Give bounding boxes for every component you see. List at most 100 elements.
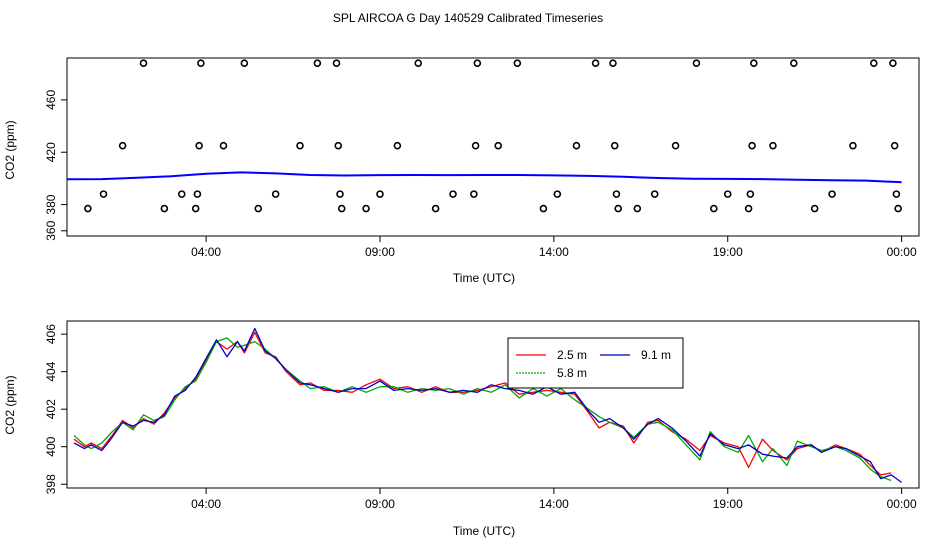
- x-tick-label: 19:00: [713, 245, 743, 259]
- data-point: [84, 204, 92, 213]
- data-point: [591, 59, 600, 68]
- data-point: [612, 190, 621, 198]
- x-tick-label: 04:00: [191, 245, 221, 259]
- data-point: [790, 59, 798, 68]
- data-point: [744, 204, 753, 213]
- data-point: [160, 204, 169, 213]
- y-tick-label: 360: [44, 220, 58, 240]
- x-tick-label: 00:00: [887, 497, 917, 511]
- data-point: [494, 141, 503, 150]
- data-point: [313, 59, 322, 68]
- y-tick-label: 460: [44, 90, 58, 110]
- y-tick-label: 380: [44, 194, 58, 214]
- data-point: [610, 141, 619, 150]
- data-point: [692, 59, 701, 68]
- data-point: [750, 59, 758, 68]
- data-point: [890, 141, 899, 150]
- x-tick-label: 04:00: [191, 497, 221, 511]
- y-tick-label: 400: [44, 436, 58, 456]
- data-point: [892, 190, 901, 198]
- top-x-axis-label: Time (UTC): [453, 271, 515, 285]
- top-y-axis-label: CO2 (ppm): [3, 120, 17, 179]
- data-point: [748, 141, 756, 150]
- data-point: [296, 141, 304, 150]
- data-point: [889, 59, 897, 68]
- data-point: [139, 59, 148, 68]
- series-line-0: [66, 171, 902, 184]
- data-point: [195, 141, 203, 150]
- bottom-y-ticks: 398 400 402 404 406: [44, 324, 67, 494]
- y-tick-label: 404: [44, 361, 58, 381]
- data-point: [633, 204, 642, 213]
- x-tick-label: 09:00: [365, 245, 395, 259]
- bottom-plot-frame: [66, 320, 920, 489]
- data-point: [650, 190, 659, 198]
- data-point: [572, 141, 581, 150]
- bottom-panel: 04:00 09:00 14:00 19:00 00:00 398 400 402 404 40…: [3, 320, 920, 538]
- data-point: [723, 190, 732, 198]
- data-point: [240, 59, 249, 68]
- x-tick-label: 14:00: [539, 497, 569, 511]
- data-point: [334, 141, 343, 150]
- legend: 2.5 m 5.8 m 9.1 m: [507, 337, 684, 389]
- bottom-x-ticks: 04:00 09:00 14:00 19:00 00:00: [191, 488, 917, 511]
- series-line-1: [73, 337, 892, 482]
- y-tick-label: 398: [44, 474, 58, 494]
- data-point: [849, 141, 857, 150]
- data-point: [193, 190, 202, 198]
- x-tick-label: 09:00: [365, 497, 395, 511]
- bottom-y-axis-label: CO2 (ppm): [3, 375, 17, 434]
- data-point: [473, 59, 482, 68]
- data-point: [362, 204, 370, 213]
- data-point: [539, 204, 548, 213]
- top-panel: 04:00 09:00 14:00 19:00 00:00 360 380 420 460 T…: [3, 57, 920, 285]
- data-point: [332, 59, 341, 68]
- legend-box: [507, 337, 684, 389]
- data-point: [894, 204, 902, 213]
- series-line-2: [73, 327, 902, 483]
- data-point: [393, 141, 402, 150]
- data-point: [553, 190, 562, 198]
- top-series: [66, 59, 902, 213]
- legend-label-9-1m: 9.1 m: [641, 348, 671, 362]
- data-point: [197, 59, 205, 68]
- y-tick-label: 402: [44, 399, 58, 419]
- data-point: [449, 190, 457, 198]
- data-point: [810, 204, 819, 213]
- data-point: [671, 141, 680, 150]
- data-point: [177, 190, 186, 198]
- data-point: [769, 141, 777, 150]
- y-tick-label: 420: [44, 142, 58, 162]
- legend-label-2-5m: 2.5 m: [557, 348, 587, 362]
- data-point: [513, 59, 522, 68]
- data-point: [376, 190, 384, 198]
- data-point: [869, 59, 878, 68]
- data-point: [470, 190, 478, 198]
- bottom-x-axis-label: Time (UTC): [453, 524, 515, 538]
- bottom-series: [73, 327, 902, 483]
- data-point: [254, 204, 263, 213]
- data-point: [219, 141, 228, 150]
- data-point: [99, 190, 108, 198]
- data-point: [431, 204, 440, 213]
- y-tick-label: 406: [44, 324, 58, 344]
- data-point: [336, 190, 344, 198]
- figure-title: SPL AIRCOA G Day 140529 Calibrated Times…: [333, 11, 603, 25]
- x-tick-label: 14:00: [539, 245, 569, 259]
- data-point: [710, 204, 718, 213]
- x-tick-label: 00:00: [887, 245, 917, 259]
- data-point: [828, 190, 836, 198]
- data-point: [609, 59, 617, 68]
- data-point: [414, 59, 423, 68]
- top-x-ticks: 04:00 09:00 14:00 19:00 00:00: [191, 236, 917, 259]
- data-point: [271, 190, 280, 198]
- data-point: [191, 204, 200, 213]
- legend-label-5-8m: 5.8 m: [557, 366, 587, 380]
- top-y-ticks: 360 380 420 460: [44, 90, 67, 241]
- top-plot-frame: [66, 57, 920, 237]
- data-point: [337, 204, 346, 213]
- data-point: [614, 204, 622, 213]
- data-point: [471, 141, 480, 150]
- x-tick-label: 19:00: [713, 497, 743, 511]
